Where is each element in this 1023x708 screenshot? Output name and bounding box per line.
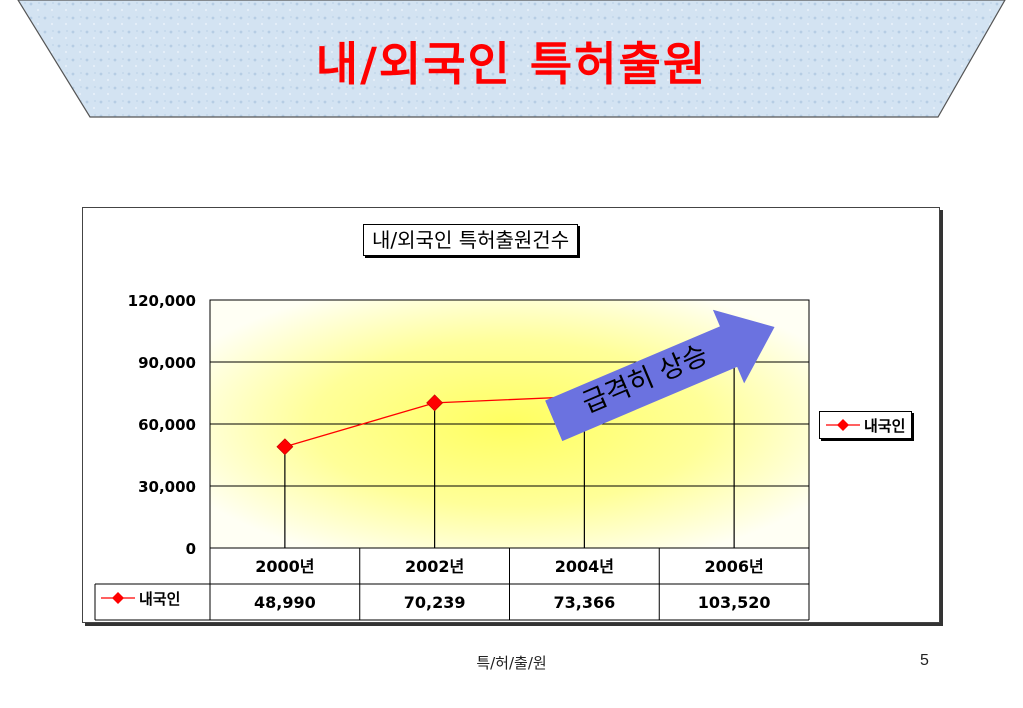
data-value-label: 70,239 bbox=[404, 593, 466, 612]
legend-label: 내국인 bbox=[864, 416, 906, 435]
data-value-label: 73,366 bbox=[554, 593, 616, 612]
table-series-key: 내국인 bbox=[95, 584, 207, 612]
x-category-label: 2002년 bbox=[405, 557, 464, 576]
y-tick-label: 30,000 bbox=[138, 478, 196, 496]
y-tick-label: 0 bbox=[186, 540, 196, 558]
diamond-marker-icon bbox=[101, 592, 135, 604]
data-value-label: 103,520 bbox=[698, 593, 771, 612]
x-category-label: 2000년 bbox=[255, 557, 314, 576]
rising-arrow-callout: 급격히 상승 bbox=[538, 290, 790, 457]
x-category-label: 2004년 bbox=[555, 557, 614, 576]
data-table: 2000년 48,990 2002년 70,239 2004년 73,366 2006년 10… bbox=[94, 548, 810, 621]
x-category-label: 2006년 bbox=[704, 557, 763, 576]
y-tick-label: 90,000 bbox=[138, 354, 196, 372]
y-axis-ticks: 0 30,000 60,000 90,000 120,000 bbox=[128, 292, 196, 558]
data-value-label: 48,990 bbox=[254, 593, 316, 612]
y-tick-label: 120,000 bbox=[128, 292, 196, 310]
footer-text: 특/허/출/원 bbox=[476, 654, 547, 672]
data-point-marker bbox=[276, 438, 294, 456]
page-number: 5 bbox=[920, 652, 929, 669]
slide-title: 내/외국인 특허출원 bbox=[315, 37, 708, 91]
chart-frame: 0 30,000 60,000 90,000 120,000 2000년 48,990 20… bbox=[82, 207, 940, 623]
table-series-label: 내국인 bbox=[139, 589, 181, 608]
chart-title: 내/외국인 특허출원건수 bbox=[363, 224, 579, 256]
title-banner bbox=[17, 0, 1006, 118]
y-tick-label: 60,000 bbox=[138, 416, 196, 434]
chart-legend: 내국인 bbox=[819, 411, 913, 439]
data-point-marker bbox=[426, 394, 444, 412]
diamond-marker-icon bbox=[826, 419, 860, 431]
arrow-icon bbox=[545, 309, 775, 442]
banner-shape bbox=[17, 0, 1006, 118]
